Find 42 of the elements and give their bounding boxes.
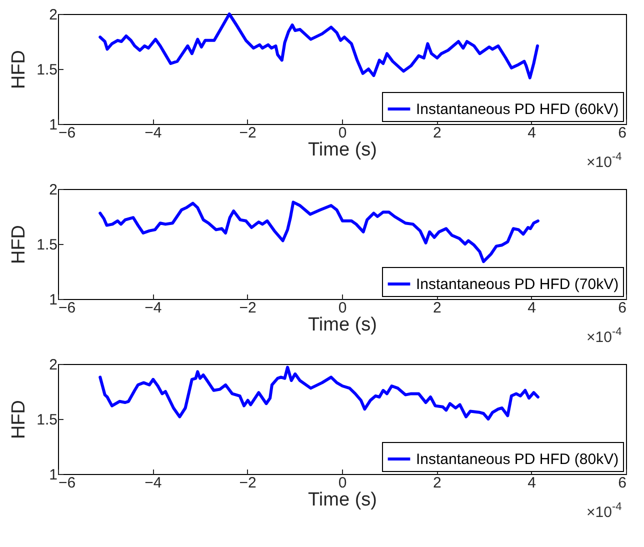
x-tick-label: 6 [618, 300, 626, 316]
x-tick-label: −4 [144, 474, 162, 492]
x-tick-label: −2 [239, 474, 256, 492]
x-tick-label: 0 [338, 474, 347, 492]
x-tick-label: 2 [432, 474, 442, 492]
y-tick-label: 1.5 [36, 412, 58, 428]
x-tick-label: 4 [528, 474, 536, 492]
x-tick-label: 4 [528, 124, 536, 142]
x-tick-label: 2 [432, 124, 442, 142]
x-tick-label: −4 [144, 124, 162, 142]
x-tick-label: −6 [58, 300, 76, 316]
x-axis-title: Time (s) [308, 314, 377, 336]
x-axis-title: Time (s) [308, 490, 377, 510]
x-tick-label: 2 [432, 300, 442, 316]
x-tick-label: −6 [58, 124, 76, 142]
line-series [98, 200, 540, 264]
x-tick-label: 6 [618, 124, 626, 142]
line-series [98, 12, 539, 80]
y-tick-label: 1 [49, 466, 58, 484]
line-series [98, 366, 540, 420]
legend-label: Instantaneous PD HFD (70kV) [416, 276, 619, 293]
x-tick-label: −6 [58, 474, 76, 492]
x-tick-label: 0 [338, 300, 347, 316]
y-tick-label: 2 [49, 356, 58, 374]
x-tick-label: 0 [338, 124, 347, 142]
y-tick-label: 1 [49, 116, 58, 134]
legend-label: Instantaneous PD HFD (60kV) [416, 101, 619, 118]
x-tick-label: 6 [618, 474, 626, 492]
y-axis-title: HFD [8, 400, 30, 440]
x-axis-title: Time (s) [308, 140, 377, 160]
x-tick-label: 4 [528, 300, 536, 316]
legend-label: Instantaneous PD HFD (80kV) [416, 451, 619, 468]
x-tick-label: −2 [239, 300, 256, 316]
y-axis-title: HFD [8, 224, 30, 264]
x-tick-label: −4 [144, 300, 162, 316]
y-tick-label: 2 [49, 6, 58, 24]
y-tick-label: 1 [49, 292, 58, 308]
y-tick-label: 2 [49, 182, 58, 198]
y-axis-title: HFD [8, 50, 30, 90]
x-tick-label: −2 [239, 124, 256, 142]
y-tick-label: 1.5 [36, 62, 58, 78]
y-tick-label: 1.5 [36, 236, 58, 254]
